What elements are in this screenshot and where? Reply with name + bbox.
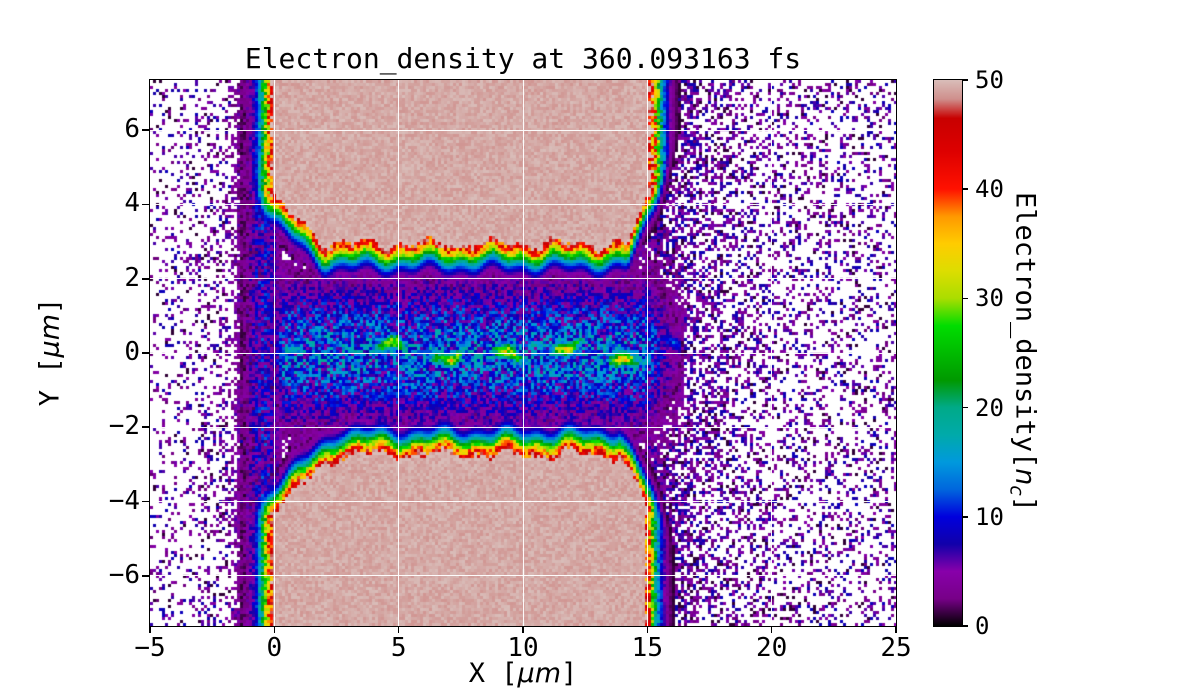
colorbar-tick-mark [962, 516, 968, 518]
y-tick-label: 0 [124, 337, 140, 368]
colorbar-label-sub: c [1005, 485, 1028, 496]
x-axis-label: X [μm] [149, 658, 897, 689]
y-tick-label: 2 [124, 262, 140, 293]
x-tick-mark [646, 626, 649, 633]
gridline-y [150, 129, 896, 131]
x-axis-unit: μm [517, 658, 561, 689]
x-tick-mark [273, 626, 276, 633]
colorbar-tick-label: 20 [975, 393, 1004, 422]
colorbar-label: Electron_density[nc] [1000, 79, 1046, 625]
x-tick-mark [149, 626, 151, 633]
y-tick-mark [142, 575, 149, 577]
colorbar-tick-label: 30 [975, 284, 1004, 313]
y-tick-label: 6 [124, 114, 140, 145]
colorbar-tick-mark [962, 625, 968, 627]
y-tick-mark [142, 203, 149, 206]
x-tick-mark [770, 626, 773, 633]
x-axis-label-prefix: X [ [468, 658, 518, 689]
x-tick-label: −5 [134, 633, 166, 663]
y-tick-mark [142, 352, 149, 354]
y-tick-mark [142, 426, 149, 429]
colorbar-tick-mark [962, 188, 968, 190]
y-tick-label: 4 [124, 188, 140, 219]
x-tick-label: 5 [390, 633, 407, 663]
colorbar-tick-mark [962, 406, 968, 409]
colorbar-tick-mark [962, 79, 968, 81]
x-tick-mark [397, 626, 400, 633]
x-tick-label: 0 [266, 633, 283, 663]
gridline-y [150, 426, 896, 428]
colorbar-label-prefix: Electron_density[ [1009, 191, 1041, 469]
y-tick-mark [142, 277, 149, 280]
colorbar-label-var: n [1009, 468, 1041, 486]
y-tick-label: −2 [108, 411, 140, 442]
x-tick-label: 15 [631, 633, 663, 663]
x-tick-label: 20 [756, 633, 788, 663]
colorbar-tick-label: 0 [975, 612, 990, 640]
gridline-y [150, 278, 896, 280]
colorbar-tick-label: 40 [975, 175, 1004, 204]
y-tick-label: −4 [108, 485, 140, 516]
colorbar [933, 79, 963, 627]
gridline-y [150, 203, 896, 205]
plot-title: Electron_density at 360.093163 fs [244, 42, 802, 75]
colorbar-tick-mark [962, 297, 968, 300]
x-tick-label: 25 [880, 633, 912, 663]
gridline-y [150, 501, 896, 503]
colorbar-label-suffix: ] [1009, 495, 1041, 513]
y-axis-label-suffix: ] [34, 297, 66, 314]
gridline-y [150, 575, 896, 577]
y-tick-mark [142, 129, 149, 131]
x-tick-label: 10 [507, 633, 539, 663]
colorbar-tick-label: 50 [975, 66, 1004, 94]
gridline-y [150, 352, 896, 354]
y-tick-label: −6 [108, 559, 140, 590]
x-axis-label-suffix: ] [561, 658, 578, 689]
y-tick-mark [142, 500, 149, 503]
plot-area [149, 79, 897, 627]
x-tick-mark [895, 626, 897, 633]
colorbar-tick-label: 10 [975, 502, 1004, 531]
x-tick-mark [522, 626, 524, 633]
